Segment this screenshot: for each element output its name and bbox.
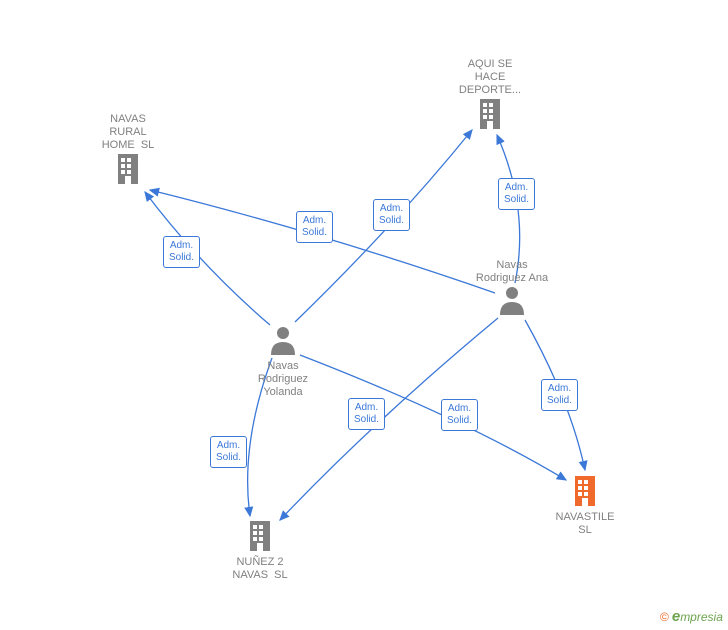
edge-label-yol_aqui: Adm. Solid. — [373, 199, 410, 231]
attribution-text: empresia — [672, 610, 723, 624]
node-label: NAVAS RURAL HOME SL — [73, 113, 183, 152]
edge-label-ana_navastile: Adm. Solid. — [541, 379, 578, 411]
node-label: NAVASTILE SL — [530, 511, 640, 537]
node-nunez2[interactable]: NUÑEZ 2 NAVAS SL — [205, 519, 315, 582]
node-label: Navas Rodriguez Yolanda — [228, 360, 338, 399]
node-label: Navas Rodriguez Ana — [457, 259, 567, 285]
building-icon — [112, 152, 144, 189]
node-navas_rural[interactable]: NAVAS RURAL HOME SL — [73, 113, 183, 189]
edge-label-yol_rural: Adm. Solid. — [163, 236, 200, 268]
building-icon — [244, 519, 276, 556]
node-yolanda[interactable]: Navas Rodriguez Yolanda — [228, 325, 338, 399]
edge-label-yol_navastile: Adm. Solid. — [441, 399, 478, 431]
node-navastile[interactable]: NAVASTILE SL — [530, 474, 640, 537]
node-label: NUÑEZ 2 NAVAS SL — [205, 556, 315, 582]
edge-label-ana_nunez: Adm. Solid. — [348, 398, 385, 430]
diagram-canvas: Adm. Solid. Adm. Solid. Adm. Solid. Adm. So… — [0, 0, 728, 630]
edge-label-ana_aqui: Adm. Solid. — [498, 178, 535, 210]
building-icon — [569, 474, 601, 511]
node-label: AQUI SE HACE DEPORTE... — [435, 58, 545, 97]
copyright-symbol: © — [660, 610, 669, 624]
attribution: ©empresia — [660, 608, 723, 625]
person-icon — [269, 325, 297, 360]
person-icon — [498, 285, 526, 320]
node-aqui_deporte[interactable]: AQUI SE HACE DEPORTE... — [435, 58, 545, 134]
edge-label-ana_rural: Adm. Solid. — [296, 211, 333, 243]
node-ana[interactable]: Navas Rodriguez Ana — [457, 259, 567, 320]
edge-label-yol_nunez: Adm. Solid. — [210, 436, 247, 468]
building-icon — [474, 97, 506, 134]
